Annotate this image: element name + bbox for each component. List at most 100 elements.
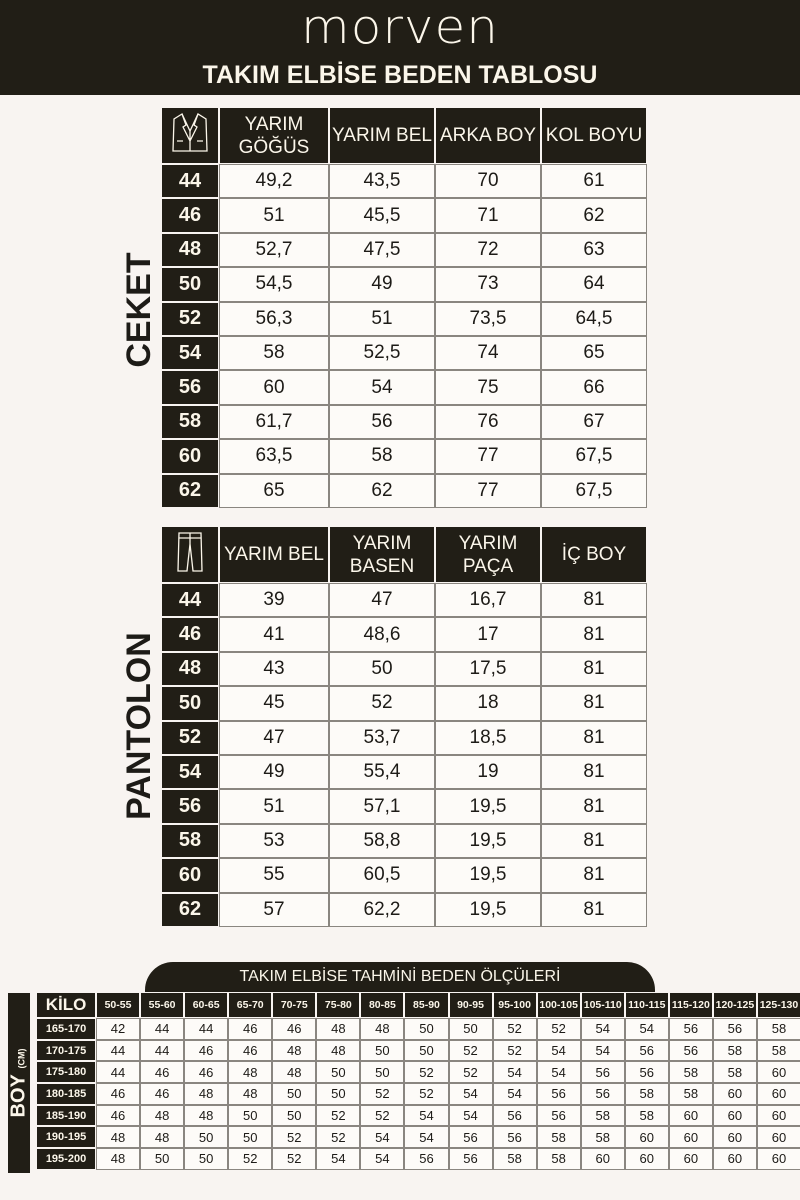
boy-label: BOY <box>7 1074 30 1118</box>
kilo-label: KİLO <box>37 993 95 1017</box>
table-cell: 47 <box>329 582 435 618</box>
table-cell: 52 <box>272 1126 317 1149</box>
table-row: 52 47 53,7 18,5 81 <box>162 720 647 755</box>
table-cell: 41 <box>219 617 329 652</box>
table-row: 56 51 57,1 19,5 81 <box>162 789 647 824</box>
table-row: 44 39 47 16,7 81 <box>162 582 647 618</box>
table-row: 190-195 48 48 50 50 52 52 54 54 56 56 58 58 60 60 60 60 <box>37 1126 800 1149</box>
table-cell: 58 <box>219 335 329 371</box>
table-cell: 52 <box>316 1104 361 1127</box>
table-cell: 52 <box>404 1061 449 1084</box>
table-cell: 46 <box>95 1104 141 1127</box>
table-cell: 51 <box>219 198 329 233</box>
table-cell: 49,2 <box>219 163 329 199</box>
table-cell: 60 <box>624 1148 669 1170</box>
table-cell: 73 <box>435 267 541 302</box>
table-cell: 56 <box>404 1148 449 1170</box>
size-label: 54 <box>162 755 218 789</box>
table-cell: 50 <box>272 1104 317 1127</box>
table-cell: 56 <box>536 1104 581 1127</box>
table-cell: 58 <box>712 1061 757 1084</box>
table-cell: 60 <box>756 1083 800 1105</box>
table-cell: 46 <box>272 1018 317 1040</box>
pantolon-size-table: YARIM BEL YARIM BASEN YARIM PAÇA İÇ BOY 44 39… <box>160 525 648 928</box>
table-row: 50 54,5 49 73 64 <box>162 267 647 302</box>
table-cell: 19,5 <box>435 858 541 893</box>
size-label: 62 <box>162 474 218 507</box>
size-label: 46 <box>162 199 218 232</box>
table-cell: 56 <box>668 1039 713 1062</box>
table-cell: 60 <box>219 370 329 405</box>
size-label: 60 <box>162 440 218 473</box>
column-header: YARIM PAÇA <box>436 527 540 582</box>
table-cell: 81 <box>541 754 647 790</box>
table-row: 58 61,7 56 76 67 <box>162 404 647 440</box>
table-cell: 71 <box>435 198 541 233</box>
table-cell: 73,5 <box>435 301 541 336</box>
table-cell: 55,4 <box>329 754 435 790</box>
column-header: YARIM BEL <box>220 527 328 582</box>
table-cell: 63 <box>541 232 647 268</box>
table-cell: 19,5 <box>435 823 541 859</box>
size-label: 62 <box>162 893 218 926</box>
table-cell: 53 <box>219 823 329 859</box>
size-label: 56 <box>162 371 218 404</box>
table-cell: 54 <box>536 1061 581 1084</box>
table-row: 62 57 62,2 19,5 81 <box>162 892 647 927</box>
table-cell: 81 <box>541 651 647 687</box>
kilo-header: 70-75 <box>273 993 316 1017</box>
kilo-header: 65-70 <box>229 993 272 1017</box>
table-cell: 52 <box>329 686 435 721</box>
table-row: 170-175 44 44 46 46 48 48 50 50 52 52 54 54 56 56 58 58 <box>37 1039 800 1062</box>
table-cell: 52 <box>360 1083 405 1105</box>
table-cell: 44 <box>184 1018 229 1040</box>
table-cell: 81 <box>541 720 647 755</box>
table-cell: 76 <box>435 404 541 440</box>
table-cell: 50 <box>360 1039 405 1062</box>
table-row: 48 52,7 47,5 72 63 <box>162 232 647 268</box>
boy-range: 170-175 <box>37 1040 95 1061</box>
table-cell: 52 <box>228 1148 273 1170</box>
table-cell: 54 <box>329 370 435 405</box>
kilo-header: 55-60 <box>141 993 184 1017</box>
table-cell: 52 <box>448 1061 493 1084</box>
table-cell: 60 <box>668 1148 713 1170</box>
table-cell: 56 <box>448 1126 493 1149</box>
table-cell: 52 <box>360 1104 405 1127</box>
boy-range: 185-190 <box>37 1105 95 1126</box>
table-cell: 50 <box>404 1018 449 1040</box>
table-cell: 51 <box>219 789 329 824</box>
table-cell: 67,5 <box>541 473 647 508</box>
table-cell: 19 <box>435 754 541 790</box>
table-cell: 46 <box>95 1083 141 1105</box>
boy-range: 190-195 <box>37 1127 95 1148</box>
table-cell: 50 <box>228 1104 273 1127</box>
boy-axis-label: BOY (CM) <box>8 993 30 1173</box>
table-cell: 56 <box>492 1126 537 1149</box>
table-cell: 65 <box>541 335 647 371</box>
table-row: 58 53 58,8 19,5 81 <box>162 823 647 859</box>
table-cell: 51 <box>329 301 435 336</box>
size-label: 50 <box>162 687 218 720</box>
table-cell: 54,5 <box>219 267 329 302</box>
table-cell: 70 <box>435 163 541 199</box>
table-row: 46 41 48,6 17 81 <box>162 617 647 652</box>
column-header: ARKA BOY <box>436 108 540 163</box>
table-cell: 52 <box>272 1148 317 1170</box>
column-header: KOL BOYU <box>542 108 646 163</box>
table-cell: 57 <box>219 892 329 927</box>
table-cell: 47,5 <box>329 232 435 268</box>
header: morven TAKIM ELBİSE BEDEN TABLOSU <box>0 0 800 95</box>
table-cell: 81 <box>541 686 647 721</box>
table-cell: 72 <box>435 232 541 268</box>
table-row: 180-185 46 46 48 48 50 50 52 52 54 54 56 56 58 58 60 60 <box>37 1083 800 1105</box>
table-cell: 60 <box>580 1148 625 1170</box>
table-cell: 52 <box>448 1039 493 1062</box>
table-cell: 77 <box>435 439 541 474</box>
table-cell: 48,6 <box>329 617 435 652</box>
table-cell: 61 <box>541 163 647 199</box>
table-cell: 58 <box>580 1126 625 1149</box>
kilo-header: 75-80 <box>317 993 360 1017</box>
size-label: 60 <box>162 859 218 892</box>
table-cell: 44 <box>140 1018 185 1040</box>
